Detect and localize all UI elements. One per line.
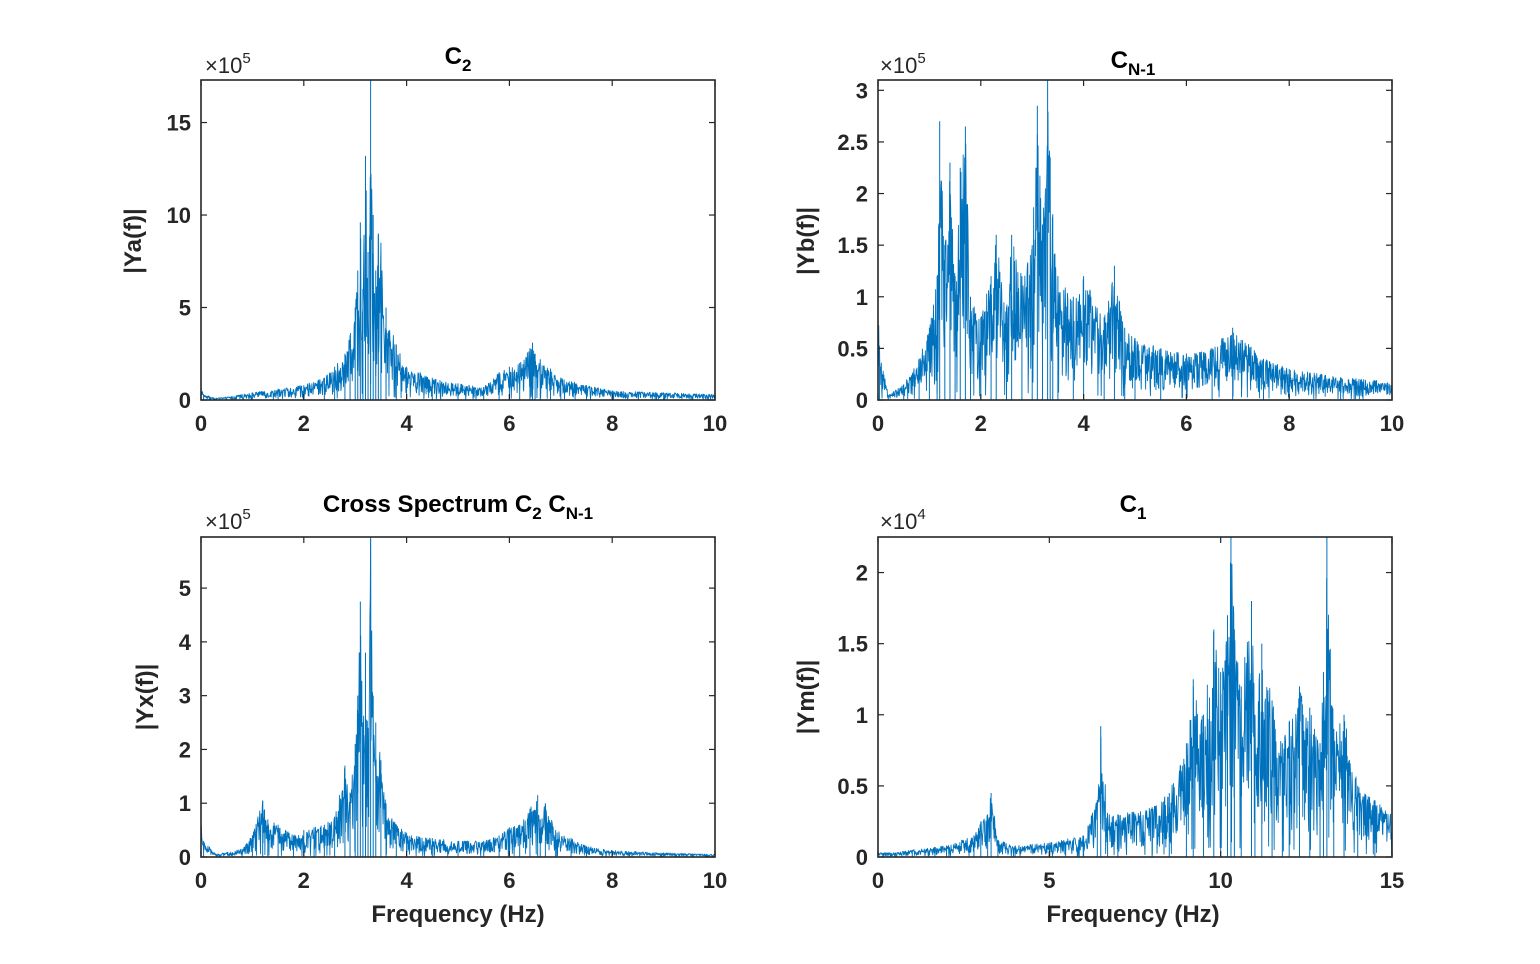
x-tick-label: 8 [606, 411, 618, 436]
spectrum-peaks [201, 537, 715, 857]
subplot-yb: 0 2 4 6 8 10 0 0.5 1 1.5 2 2.5 3 CN-1 ×105 |Yb(f)| [793, 47, 1404, 436]
x-tick-label: 2 [298, 411, 310, 436]
x-tick-label: 6 [1180, 411, 1192, 436]
x-tick-label: 4 [1077, 411, 1090, 436]
subplot-ya-series [201, 80, 715, 400]
y-tick-label: 0.5 [837, 336, 868, 361]
subplot-yx-axes-box [200, 536, 716, 858]
y-tick-label: 0 [179, 388, 191, 413]
subplot-ym-title: C1 [1120, 491, 1147, 523]
y-tick-label: 0 [179, 845, 191, 870]
subplot-ya-ylabel: |Ya(f)| [120, 208, 147, 273]
y-tick-label: 1 [856, 703, 868, 728]
spectrum-peaks [878, 537, 1392, 857]
y-tick-label: 1.5 [837, 632, 868, 657]
subplot-ym: 0 5 10 15 0 0.5 1 1.5 2 C1 ×104 |Ym(f)| Frequenc… [793, 491, 1404, 928]
x-tick-label: 6 [503, 411, 515, 436]
spectrum-peaks [201, 80, 715, 400]
y-tick-label: 1 [856, 285, 868, 310]
x-tick-label: 2 [298, 868, 310, 893]
subplot-yb-series [878, 80, 1392, 400]
subplot-yx-xlabel: Frequency (Hz) [371, 901, 544, 928]
subplot-yx: 0 2 4 6 8 10 0 1 2 3 4 5 Cross Spectrum C2 CN-1 ×10… [132, 491, 727, 928]
x-tick-label: 0 [195, 411, 207, 436]
subplot-ya-axes-box [200, 79, 716, 401]
x-tick-label: 15 [1380, 868, 1404, 893]
subplot-ym-ylabel: |Ym(f)| [793, 660, 820, 735]
x-tick-label: 10 [1208, 868, 1232, 893]
y-tick-label: 15 [167, 111, 191, 136]
subplot-ya-exponent: ×105 [205, 50, 251, 78]
subplot-yx-exponent: ×105 [205, 506, 251, 534]
x-tick-label: 6 [503, 868, 515, 893]
subplot-ym-series [878, 537, 1392, 857]
x-tick-label: 4 [400, 868, 413, 893]
x-tick-label: 2 [975, 411, 987, 436]
x-tick-label: 5 [1043, 868, 1055, 893]
x-tick-label: 4 [400, 411, 413, 436]
subplot-ym-xlabel: Frequency (Hz) [1046, 901, 1219, 928]
x-tick-label: 8 [1283, 411, 1295, 436]
subplot-yb-ylabel: |Yb(f)| [793, 207, 820, 275]
subplot-ya-plot-area: 0 2 4 6 8 10 0 5 10 15 [167, 79, 727, 436]
y-tick-label: 2.5 [837, 130, 868, 155]
y-tick-label: 5 [179, 296, 191, 321]
y-tick-label: 2 [856, 182, 868, 207]
subplot-yx-plot-area: 0 2 4 6 8 10 0 1 2 3 4 5 [179, 536, 727, 893]
subplot-yb-plot-area: 0 2 4 6 8 10 0 0.5 1 1.5 2 2.5 3 [837, 78, 1404, 436]
y-tick-label: 2 [856, 561, 868, 586]
x-tick-label: 10 [1380, 411, 1404, 436]
subplot-yx-series [201, 537, 715, 857]
y-tick-label: 0.5 [837, 774, 868, 799]
y-tick-label: 4 [179, 630, 192, 655]
subplot-yx-title: Cross Spectrum C2 CN-1 [323, 491, 593, 523]
y-tick-label: 10 [167, 203, 191, 228]
spectrum-line [878, 562, 1392, 857]
subplot-ya: 0 2 4 6 8 10 0 5 10 15 C2 ×105 |Ya(f)| [120, 43, 727, 436]
x-tick-label: 0 [872, 868, 884, 893]
y-tick-label: 5 [179, 576, 191, 601]
subplot-ym-exponent: ×104 [880, 506, 926, 534]
x-tick-label: 10 [703, 411, 727, 436]
subplot-ya-title: C2 [445, 43, 472, 75]
subplot-yb-exponent: ×105 [880, 50, 926, 78]
y-tick-label: 3 [856, 78, 868, 103]
subplot-yb-axes-box [877, 79, 1393, 401]
subplot-ym-axes-box [877, 536, 1393, 858]
x-tick-label: 10 [703, 868, 727, 893]
y-tick-label: 1.5 [837, 233, 868, 258]
y-tick-label: 2 [179, 737, 191, 762]
subplot-yx-ylabel: |Yx(f)| [132, 664, 159, 731]
y-tick-label: 0 [856, 845, 868, 870]
spectrum-peaks [878, 80, 1392, 400]
x-tick-label: 8 [606, 868, 618, 893]
subplot-yb-title: CN-1 [1111, 47, 1156, 79]
y-tick-label: 3 [179, 684, 191, 709]
subplot-ym-plot-area: 0 5 10 15 0 0.5 1 1.5 2 [837, 536, 1404, 893]
x-tick-label: 0 [195, 868, 207, 893]
x-tick-label: 0 [872, 411, 884, 436]
y-tick-label: 1 [179, 791, 191, 816]
y-tick-label: 0 [856, 388, 868, 413]
